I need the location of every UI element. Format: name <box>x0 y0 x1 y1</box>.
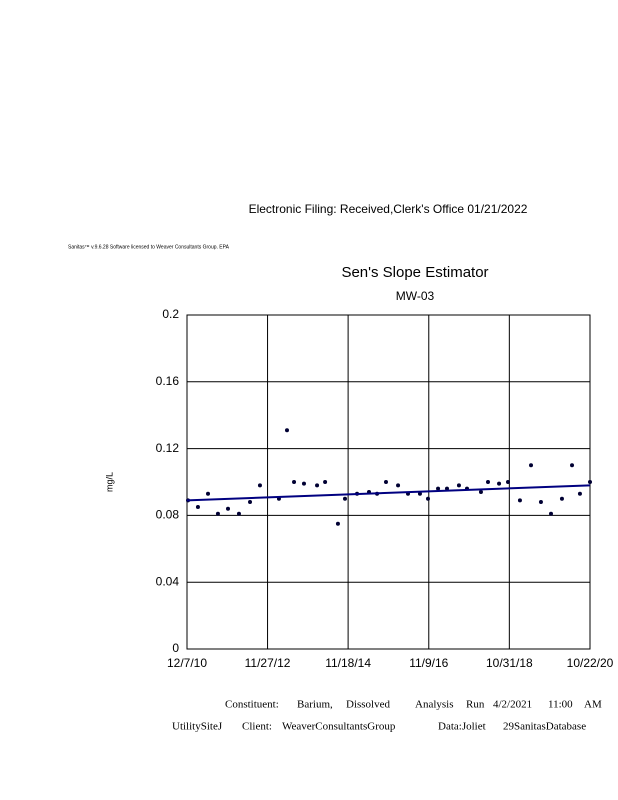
data-point <box>485 480 490 484</box>
data-point <box>559 496 564 501</box>
data-point <box>301 481 306 486</box>
data-point <box>206 491 211 496</box>
footer-text: 29SanitasDatabase <box>503 721 586 733</box>
x-tick-label: 10/22/20 <box>567 656 614 670</box>
trend-line <box>186 484 591 502</box>
y-tick-label: 0.16 <box>156 374 180 388</box>
data-point <box>226 506 231 511</box>
data-point <box>342 496 347 501</box>
y-axis-label: mg/L <box>104 472 114 492</box>
footer-text: WeaverConsultantsGroup <box>282 721 396 733</box>
data-point <box>315 483 320 488</box>
data-point <box>396 483 401 488</box>
data-point <box>497 481 502 486</box>
x-tick-label: 11/27/12 <box>245 656 291 670</box>
footer-text: UtilitySiteJ <box>172 721 223 733</box>
license: Sanitas™ v.9.6.28 Software licensed to W… <box>68 244 230 250</box>
footer-text: Dissolved <box>346 699 391 711</box>
footer-text: Client: <box>242 721 272 733</box>
data-point <box>335 521 340 526</box>
data-point <box>456 483 461 488</box>
y-tick-label: 0.2 <box>162 307 179 321</box>
data-point <box>538 500 543 505</box>
footer-text: 11:00 <box>548 699 573 711</box>
data-point <box>383 480 388 484</box>
y-tick-label: 0.12 <box>156 441 180 455</box>
y-tick-label: 0.04 <box>156 574 180 588</box>
data-point <box>425 496 430 501</box>
data-point <box>577 491 582 496</box>
footer-text: AM <box>584 699 602 711</box>
x-tick-label: 10/31/18 <box>486 656 533 670</box>
y-tick-label: 0.08 <box>156 508 180 522</box>
filing-header: Electronic Filing: Received,Clerk's Offi… <box>249 202 528 216</box>
plot-area <box>186 314 591 650</box>
y-tick-label: 0 <box>172 641 179 655</box>
data-point <box>284 428 289 433</box>
footer-line: UtilitySiteJ Client: WeaverConsultantsGrou… <box>172 721 586 733</box>
footer-text: Barium, <box>297 699 333 711</box>
data-point <box>195 505 200 510</box>
data-point <box>248 500 253 505</box>
footer-text: 4/2/2021 <box>493 699 532 711</box>
footer-text: Data:Joliet <box>438 721 486 733</box>
data-point <box>570 463 575 468</box>
data-point <box>549 511 554 516</box>
x-tick-label: 12/7/10 <box>167 656 207 670</box>
footer-text: Constituent: <box>225 699 279 711</box>
data-point <box>323 480 328 484</box>
footer-text: Analysis <box>415 699 454 711</box>
data-point <box>257 483 262 488</box>
x-tick-label: 11/9/16 <box>409 656 448 670</box>
data-point <box>236 511 241 516</box>
data-point <box>529 463 534 468</box>
data-point <box>588 480 592 484</box>
chart-subtitle: MW-03 <box>396 289 435 303</box>
footer-line: Constituent: Barium, Dissolved Analysis Run 4… <box>225 699 602 711</box>
data-point <box>436 486 441 491</box>
data-point <box>215 511 220 516</box>
data-point <box>505 480 510 484</box>
data-point <box>478 490 483 495</box>
chart-title: Sen's Slope Estimator <box>341 264 488 281</box>
data-point <box>292 480 297 484</box>
footer-text: Run <box>466 699 485 711</box>
x-tick-label: 11/18/14 <box>325 656 371 670</box>
data-point <box>517 498 522 503</box>
